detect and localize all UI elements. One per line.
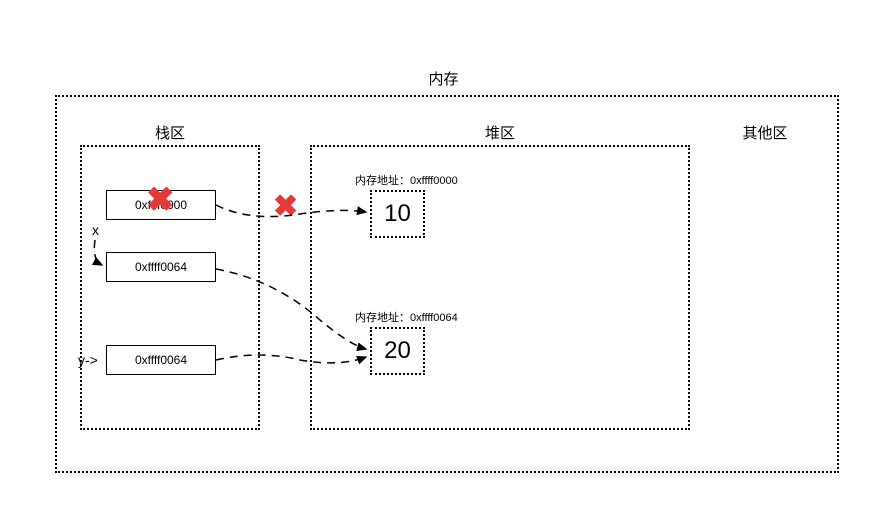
stack-title: 栈区 (80, 122, 260, 143)
stack-cell-3-text: 0xffff0064 (135, 353, 187, 367)
heap-val2: 20 (370, 327, 425, 375)
memory-title: 内存 (0, 68, 887, 89)
cross-icon: ✖ (273, 192, 298, 222)
heap-addr2-label: 内存地址：0xffff0064 (355, 309, 458, 325)
heap-val2-text: 20 (384, 337, 411, 365)
other-title: 其他区 (700, 122, 830, 143)
var-y-label: y-> (78, 352, 98, 368)
heap-addr1-label: 内存地址：0xffff0000 (355, 172, 458, 188)
heap-val1: 10 (370, 190, 425, 238)
stack-cell-2: 0xffff0064 (106, 252, 216, 282)
var-x-label: x (92, 222, 99, 238)
cross-icon: ✖ (146, 183, 175, 217)
stack-cell-2-text: 0xffff0064 (135, 260, 187, 274)
heap-title: 堆区 (310, 122, 690, 143)
heap-val1-text: 10 (384, 200, 411, 228)
stack-cell-3: 0xffff0064 (106, 345, 216, 375)
